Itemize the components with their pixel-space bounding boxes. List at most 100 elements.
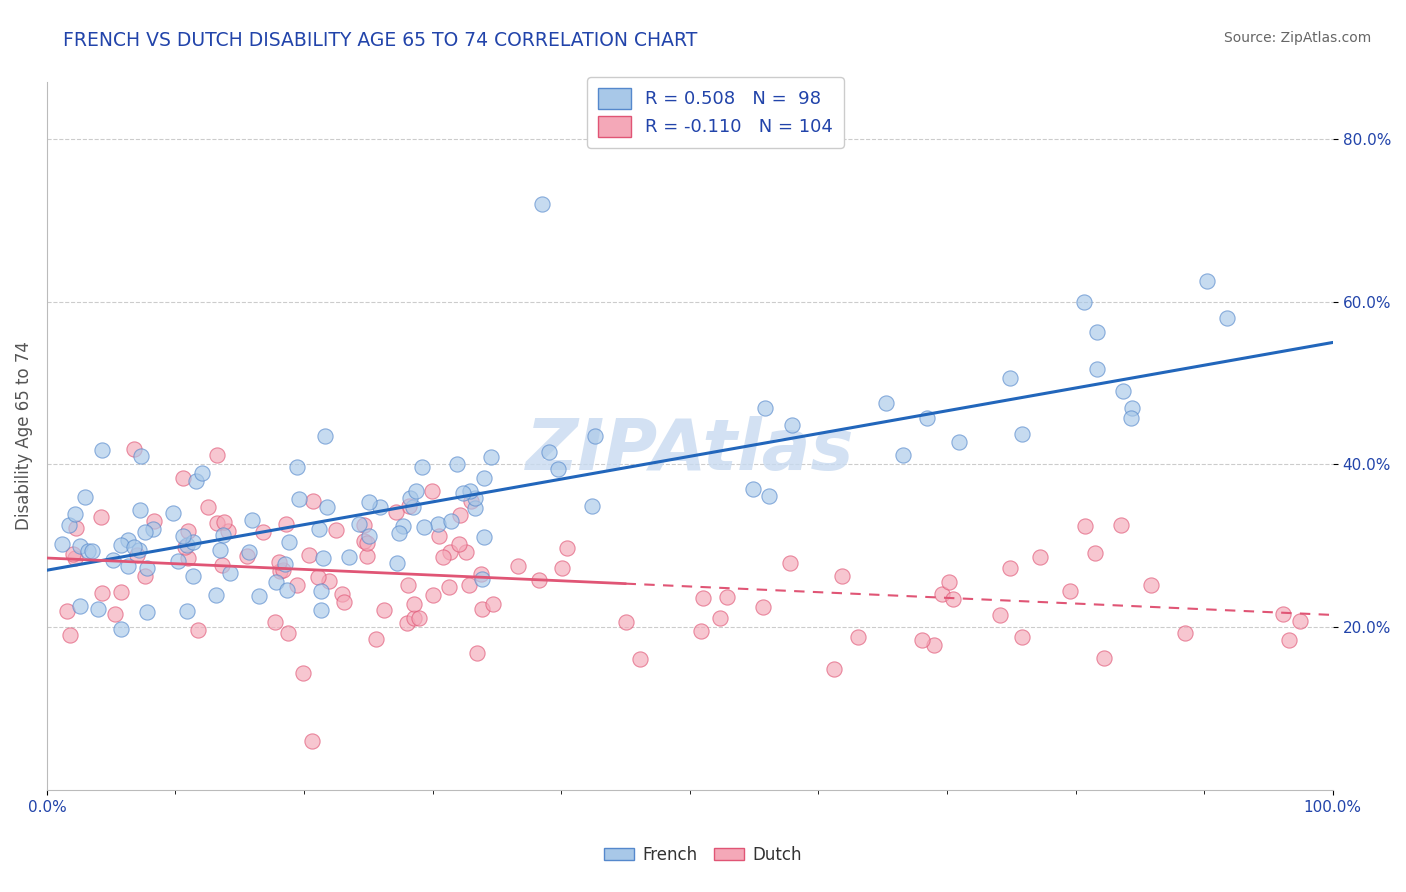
Point xyxy=(1083,546,1105,560)
Point xyxy=(1029,549,1052,564)
Point xyxy=(357,495,380,509)
Point xyxy=(471,602,494,616)
Point xyxy=(938,574,960,589)
Point xyxy=(1011,630,1033,644)
Point xyxy=(135,605,157,619)
Point xyxy=(831,569,853,583)
Point xyxy=(411,460,433,475)
Point xyxy=(176,604,198,618)
Point xyxy=(177,551,200,566)
Point xyxy=(364,632,387,646)
Point xyxy=(451,486,474,500)
Point xyxy=(90,510,112,524)
Point xyxy=(176,538,198,552)
Point xyxy=(471,572,494,586)
Point xyxy=(347,516,370,531)
Point xyxy=(273,557,295,571)
Point xyxy=(1140,578,1163,592)
Point xyxy=(110,622,132,636)
Point xyxy=(583,429,606,443)
Point xyxy=(875,396,897,410)
Point xyxy=(846,631,869,645)
Point xyxy=(432,549,454,564)
Point xyxy=(301,734,323,748)
Point xyxy=(65,521,87,535)
Point xyxy=(1271,607,1294,621)
Point xyxy=(1087,326,1109,340)
Point xyxy=(238,545,260,559)
Point xyxy=(1216,311,1239,326)
Point xyxy=(91,443,114,458)
Point xyxy=(420,484,443,499)
Point xyxy=(276,516,298,531)
Point xyxy=(127,548,149,562)
Point xyxy=(399,491,422,505)
Point xyxy=(628,651,651,665)
Point xyxy=(470,566,492,581)
Point xyxy=(458,578,481,592)
Point xyxy=(741,482,763,496)
Point xyxy=(387,557,409,571)
Point xyxy=(1112,384,1135,398)
Point xyxy=(758,489,780,503)
Point xyxy=(187,623,209,637)
Point xyxy=(197,500,219,514)
Point xyxy=(285,578,308,592)
Point xyxy=(167,554,190,568)
Point xyxy=(506,558,529,573)
Point xyxy=(368,500,391,515)
Point xyxy=(271,563,294,577)
Point xyxy=(481,597,503,611)
Point xyxy=(942,592,965,607)
Point xyxy=(1121,401,1143,416)
Point xyxy=(211,558,233,573)
Point xyxy=(77,544,100,558)
Point xyxy=(143,514,166,528)
Point xyxy=(117,558,139,573)
Point xyxy=(1278,632,1301,647)
Point xyxy=(292,665,315,680)
Text: ZIPAtlas: ZIPAtlas xyxy=(526,416,853,484)
Point xyxy=(915,410,938,425)
Point xyxy=(449,508,471,522)
Point xyxy=(122,442,145,456)
Point xyxy=(547,462,569,476)
Point xyxy=(373,602,395,616)
Point xyxy=(277,626,299,640)
Point xyxy=(101,553,124,567)
Point xyxy=(205,448,228,462)
Point xyxy=(405,484,427,499)
Legend: R = 0.508   N =  98, R = -0.110   N = 104: R = 0.508 N = 98, R = -0.110 N = 104 xyxy=(588,77,844,147)
Point xyxy=(333,595,356,609)
Point xyxy=(998,560,1021,574)
Point xyxy=(128,542,150,557)
Point xyxy=(538,445,561,459)
Point xyxy=(998,371,1021,385)
Point xyxy=(439,545,461,559)
Point xyxy=(392,519,415,533)
Point xyxy=(142,522,165,536)
Point xyxy=(267,555,290,569)
Point xyxy=(298,548,321,562)
Point xyxy=(174,540,197,554)
Point xyxy=(464,500,486,515)
Point xyxy=(891,448,914,462)
Point xyxy=(911,633,934,648)
Point xyxy=(529,574,551,588)
Point xyxy=(427,516,450,531)
Point xyxy=(87,601,110,615)
Point xyxy=(318,574,340,589)
Point xyxy=(460,493,482,508)
Point xyxy=(396,577,419,591)
Point xyxy=(325,523,347,537)
Point xyxy=(1073,294,1095,309)
Point xyxy=(472,471,495,485)
Point xyxy=(440,514,463,528)
Point xyxy=(353,533,375,548)
Point xyxy=(353,517,375,532)
Point xyxy=(1174,626,1197,640)
Point xyxy=(58,518,80,533)
Point xyxy=(129,503,152,517)
Point xyxy=(212,528,235,542)
Point xyxy=(465,646,488,660)
